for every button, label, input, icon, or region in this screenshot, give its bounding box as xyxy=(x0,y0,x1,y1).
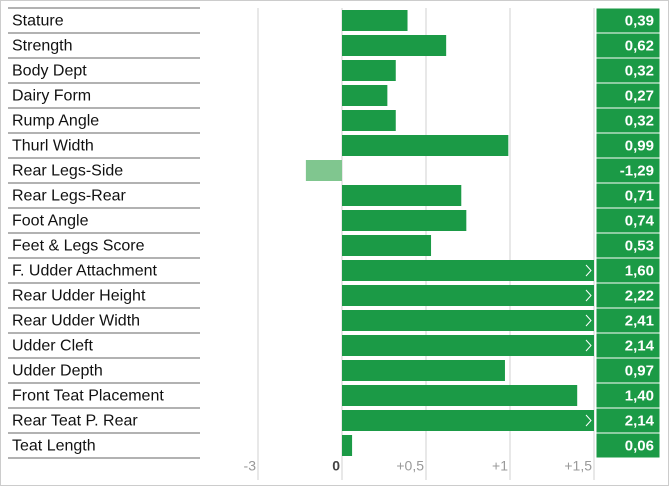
category-label: Stature xyxy=(12,13,64,30)
category-label: Rump Angle xyxy=(12,113,99,130)
category-label: Udder Depth xyxy=(12,363,103,380)
bar xyxy=(342,435,353,456)
bar xyxy=(342,285,594,306)
value-cell xyxy=(595,282,661,309)
bar xyxy=(342,210,467,231)
x-tick-label: -3 xyxy=(244,458,257,474)
value-label: 0,32 xyxy=(625,112,654,129)
category-label: Front Teat Placement xyxy=(12,388,164,405)
value-cell xyxy=(595,132,661,159)
value-cell xyxy=(595,232,661,259)
value-cell xyxy=(595,382,661,409)
value-cell xyxy=(595,332,661,359)
category-label: Foot Angle xyxy=(12,213,89,230)
category-label: Rear Legs-Side xyxy=(12,163,123,180)
bar xyxy=(342,260,594,281)
bar xyxy=(342,35,447,56)
value-label: 0,99 xyxy=(625,137,654,154)
overflow-arrow xyxy=(585,339,592,352)
value-label: 0,32 xyxy=(625,62,654,79)
bar xyxy=(342,360,505,381)
value-label: 0,53 xyxy=(625,237,654,254)
value-label: 0,62 xyxy=(625,37,654,54)
value-label: 0,27 xyxy=(625,87,654,104)
category-label: Feet & Legs Score xyxy=(12,238,145,255)
value-cell xyxy=(595,257,661,284)
category-label: Udder Cleft xyxy=(12,338,93,355)
bar xyxy=(342,110,396,131)
category-label: Thurl Width xyxy=(12,138,94,155)
value-label: -1,29 xyxy=(620,162,654,179)
bar xyxy=(342,185,462,206)
overflow-arrow xyxy=(585,314,592,327)
category-label: Dairy Form xyxy=(12,88,91,105)
bar xyxy=(342,385,578,406)
overflow-arrow xyxy=(585,289,592,302)
category-label: Body Dept xyxy=(12,63,87,80)
value-cell xyxy=(595,182,661,209)
value-label: 2,14 xyxy=(625,337,655,354)
bar xyxy=(342,235,432,256)
category-label: Strength xyxy=(12,38,72,55)
category-label: Teat Length xyxy=(12,438,96,455)
bar xyxy=(305,160,342,181)
category-label: F. Udder Attachment xyxy=(12,263,158,280)
value-label: 0,06 xyxy=(625,437,654,454)
value-label: 2,14 xyxy=(625,412,655,429)
value-label: 0,74 xyxy=(625,212,655,229)
value-cell xyxy=(595,107,661,134)
value-cell xyxy=(595,307,661,334)
value-cell xyxy=(595,357,661,384)
category-label: Rear Udder Width xyxy=(12,313,140,330)
value-cell xyxy=(595,207,661,234)
value-label: 0,97 xyxy=(625,362,654,379)
value-cell xyxy=(595,57,661,84)
bar xyxy=(342,135,509,156)
x-tick-label: +1 xyxy=(492,458,508,474)
bar xyxy=(342,10,408,31)
value-label: 2,22 xyxy=(625,287,654,304)
bar xyxy=(342,310,594,331)
category-label: Rear Udder Height xyxy=(12,288,146,305)
value-cell xyxy=(595,432,661,459)
bar xyxy=(342,335,594,356)
value-cell xyxy=(595,407,661,434)
category-label: Rear Legs-Rear xyxy=(12,188,127,205)
bar xyxy=(342,410,594,431)
category-label: Rear Teat P. Rear xyxy=(12,413,138,430)
overflow-arrow xyxy=(585,414,592,427)
value-label: 1,40 xyxy=(625,387,654,404)
value-cell xyxy=(595,7,661,34)
x-tick-label: +0,5 xyxy=(396,458,424,474)
x-tick-label: 0 xyxy=(332,458,340,474)
bar xyxy=(342,85,388,106)
value-label: 2,41 xyxy=(625,312,654,329)
bar xyxy=(342,60,396,81)
value-label: 1,60 xyxy=(625,262,654,279)
overflow-arrow xyxy=(585,264,592,277)
value-label: 0,71 xyxy=(625,187,654,204)
x-tick-label: +1,5 xyxy=(564,458,592,474)
value-label: 0,39 xyxy=(625,12,654,29)
value-cell xyxy=(595,32,661,59)
